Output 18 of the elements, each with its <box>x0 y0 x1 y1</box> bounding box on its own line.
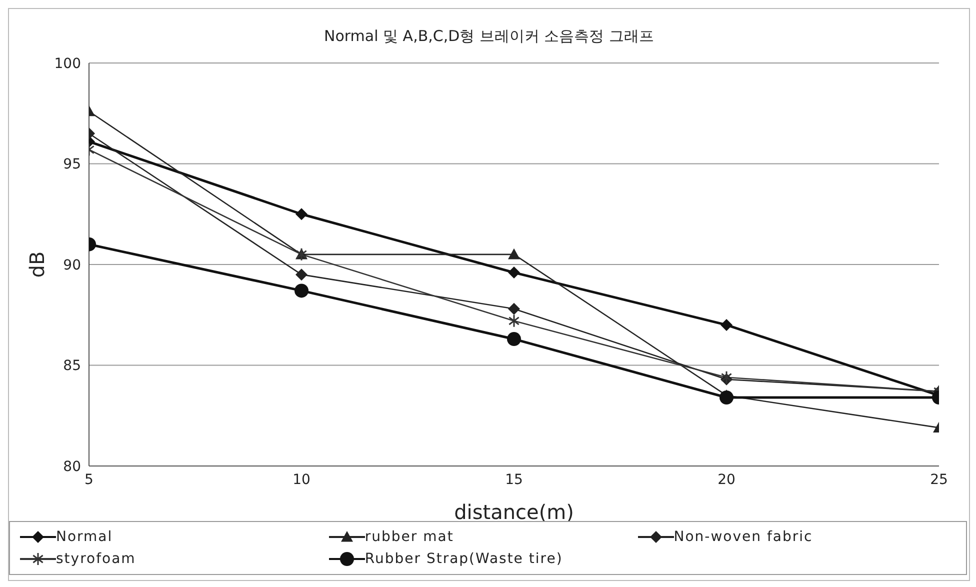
x-axis-title: distance(m) <box>454 500 574 524</box>
legend-label: styrofoam <box>56 551 136 567</box>
y-tick-label: 80 <box>63 458 81 475</box>
y-tick-label: 95 <box>63 156 81 173</box>
y-tick-label: 100 <box>54 56 81 72</box>
y-tick-label: 85 <box>63 358 81 374</box>
y-axis-title: dB <box>25 251 50 278</box>
x-tick-label: 25 <box>930 472 948 488</box>
legend-label: Non-woven fabric <box>674 529 813 545</box>
y-tick-label: 90 <box>63 257 81 274</box>
legend-label: rubber mat <box>364 529 454 545</box>
chart-title: Normal 및 A,B,C,D형 브레이커 소음측정 그래프 <box>323 26 655 47</box>
x-tick-label: 15 <box>505 472 523 488</box>
x-tick-label: 5 <box>84 472 94 488</box>
legend-label: Rubber Strap(Waste tire) <box>364 551 563 567</box>
x-tick-label: 10 <box>292 472 310 488</box>
x-tick-label: 20 <box>718 472 736 488</box>
legend-label: Normal <box>56 529 113 545</box>
